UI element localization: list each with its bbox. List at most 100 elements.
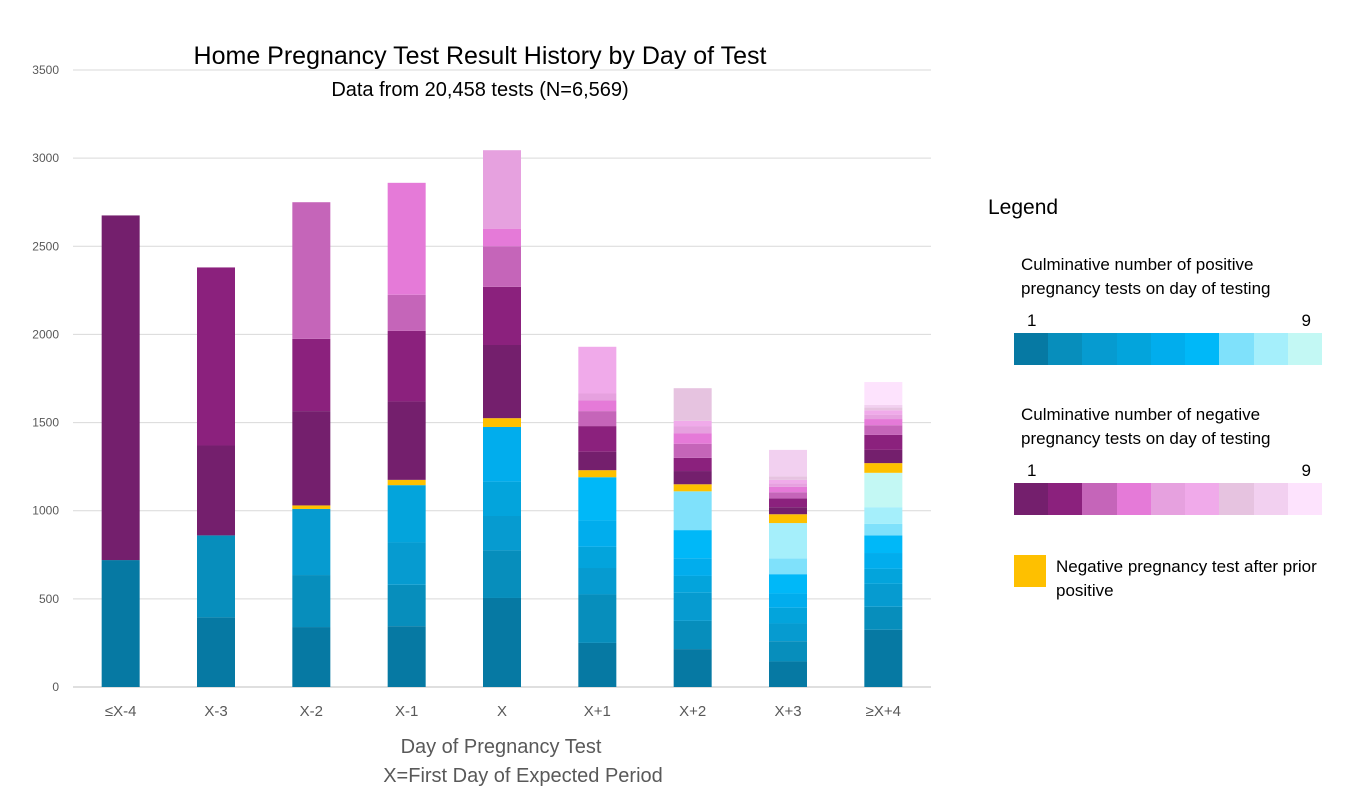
bar-segment-negative-7 [864, 407, 903, 411]
bar-segment-positive-2 [673, 620, 712, 650]
bar-segment-positive-3 [578, 568, 617, 595]
bar-segment-negative-3 [292, 202, 331, 339]
bar-segment-negative-3 [673, 443, 712, 458]
bar-segment-positive-1 [769, 661, 807, 687]
bar-segment-positive-5 [864, 553, 903, 569]
y-tick-label: 3000 [32, 151, 59, 165]
legend-after-positive: Negative pregnancy test after prior posi… [1014, 555, 1328, 603]
legend-negative-swatch-9 [1287, 483, 1322, 515]
bar-segment-positive-3 [387, 542, 426, 585]
bar-segment-positive-3 [673, 592, 712, 621]
bar-segment-positive-6 [864, 535, 903, 554]
legend-negative-swatch-6 [1185, 483, 1220, 515]
bar-segment-negative-4 [769, 486, 807, 493]
legend-positive-swatch-9 [1287, 333, 1322, 365]
bar-segment-positive-2 [578, 594, 617, 643]
bar-segment-positive-1 [578, 642, 617, 687]
bar-segment-negative-after-positive [864, 463, 903, 473]
legend-positive-swatches [1014, 333, 1322, 365]
bar-segment-positive-6 [673, 530, 712, 559]
legend-negative-swatch-5 [1150, 483, 1186, 515]
chart-subtitle: Data from 20,458 tests (N=6,569) [331, 79, 628, 101]
legend-positive-scale: 1 9 [1021, 311, 1321, 333]
y-tick-label: 2500 [32, 239, 59, 253]
bar-segment-positive-8 [769, 523, 807, 559]
bar-segment-positive-1 [387, 626, 426, 687]
bar-segment-negative-2 [673, 457, 712, 472]
bar-segment-positive-4 [483, 481, 521, 517]
chart-title: Home Pregnancy Test Result History by Da… [194, 42, 767, 70]
legend-positive-scale-high: 9 [1301, 311, 1311, 330]
legend-negative-swatch-3 [1082, 483, 1117, 515]
legend-negative-swatch-1 [1014, 483, 1049, 515]
legend-after-positive-label: Negative pregnancy test after prior posi… [1056, 557, 1317, 600]
bar-segment-negative-7 [673, 388, 712, 421]
bar-segment-negative-2 [578, 426, 617, 452]
legend-positive-block: Culminative number of positive pregnancy… [988, 253, 1328, 365]
legend-positive-swatch-6 [1185, 333, 1220, 365]
x-tick-label: ≤X-4 [105, 703, 137, 720]
legend-negative-scale-low: 1 [1027, 461, 1037, 480]
bar-segment-positive-4 [864, 568, 903, 584]
legend-after-positive-swatch [1014, 555, 1046, 587]
bar-segment-negative-4 [673, 433, 712, 444]
bar-segment-negative-2 [483, 286, 521, 346]
legend-negative-swatch-2 [1048, 483, 1083, 515]
bar-segment-negative-after-positive [578, 470, 617, 478]
legend-title: Legend [988, 196, 1059, 219]
bar-segment-negative-1 [292, 411, 331, 506]
legend-positive-scale-low: 1 [1027, 311, 1037, 330]
bar-segment-positive-1 [197, 617, 235, 687]
bar-segment-negative-5 [578, 393, 617, 401]
bar-segment-negative-3 [387, 294, 426, 331]
x-tick-label: X-2 [300, 703, 323, 720]
x-tick-label: X [497, 703, 507, 720]
bar-segment-negative-6 [578, 346, 617, 394]
bar-segment-positive-5 [769, 593, 807, 608]
x-tick-label: X-3 [204, 703, 227, 720]
bar-segment-positive-2 [197, 535, 235, 618]
legend-positive-swatch-8 [1253, 333, 1288, 365]
bar-segment-negative-after-positive [769, 514, 807, 524]
bar-segment-negative-6 [673, 420, 712, 427]
bar-segment-positive-6 [769, 574, 807, 594]
legend-positive-swatch-3 [1082, 333, 1117, 365]
bar-segment-negative-5 [864, 414, 903, 420]
bar-segment-negative-4 [864, 419, 903, 426]
bar-segment-negative-1 [578, 451, 617, 471]
bar-segment-negative-4 [483, 228, 521, 247]
bar-segment-positive-1 [483, 597, 521, 687]
bar-segment-negative-2 [197, 267, 235, 446]
bar-segment-negative-3 [578, 411, 617, 427]
bar-segment-positive-4 [673, 575, 712, 593]
bar-segment-positive-3 [769, 623, 807, 642]
bar-segment-negative-1 [101, 215, 140, 561]
y-tick-label: 1500 [32, 416, 59, 430]
legend-positive-swatch-2 [1048, 333, 1083, 365]
legend-positive-caption: Culminative number of positive pregnancy… [1021, 255, 1271, 298]
y-tick-label: 1000 [32, 504, 59, 518]
bar-stack [578, 346, 617, 687]
legend-negative-swatch-7 [1219, 483, 1254, 515]
bar-segment-negative-1 [483, 345, 521, 419]
bar-segment-negative-after-positive [483, 418, 521, 427]
bar-stack [769, 449, 807, 687]
legend-negative-swatch-4 [1116, 483, 1151, 515]
bar-segment-negative-6 [769, 479, 807, 484]
legend-negative-caption: Culminative number of negative pregnancy… [1021, 405, 1271, 448]
legend-negative-swatches [1014, 483, 1322, 515]
bar-segment-negative-8 [769, 449, 807, 477]
x-tick-label: X+2 [679, 703, 706, 720]
y-tick-label: 3500 [32, 63, 59, 77]
bar-segment-negative-2 [387, 330, 426, 402]
bar-segment-positive-7 [864, 523, 903, 536]
bar-stack [387, 182, 426, 687]
bar-segment-positive-3 [483, 516, 521, 551]
bar-segment-positive-5 [578, 520, 617, 547]
x-axis-note: X=First Day of Expected Period [383, 765, 663, 787]
bar-segment-positive-3 [864, 583, 903, 607]
legend-positive-swatch-5 [1150, 333, 1186, 365]
x-tick-label: ≥X+4 [866, 703, 901, 720]
